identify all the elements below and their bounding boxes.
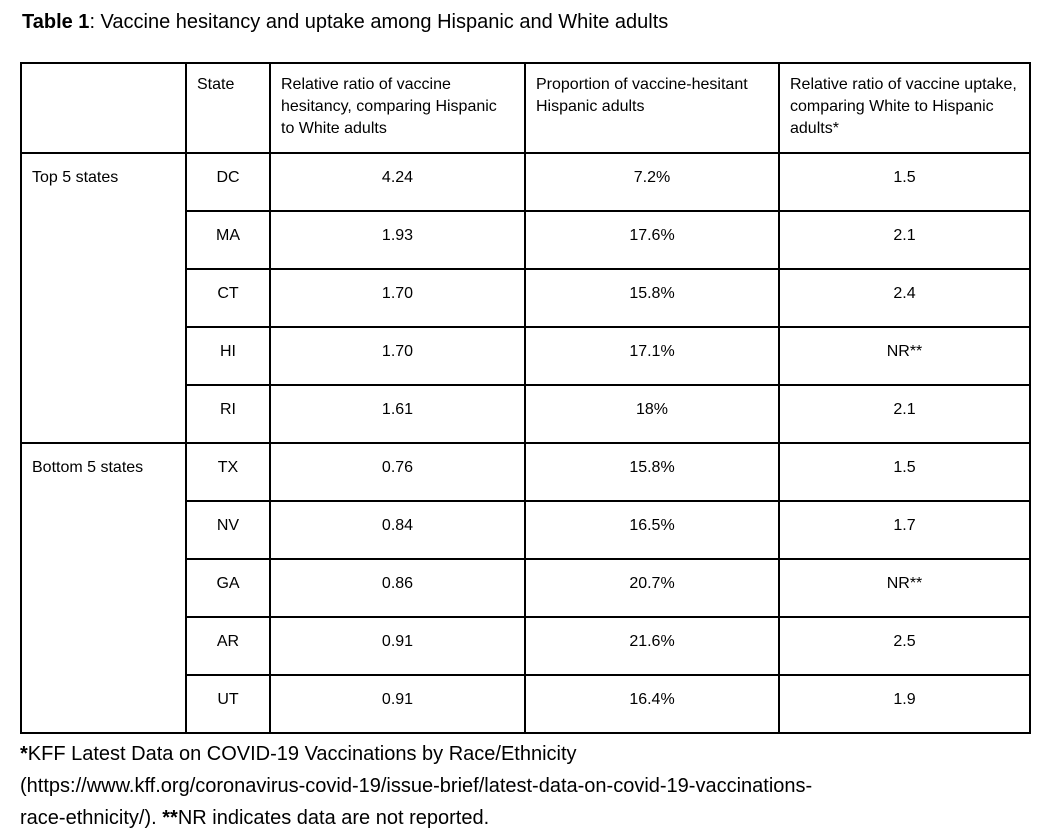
- uptake-ratio-cell: 1.7: [778, 500, 1031, 560]
- footnote-url: (https://www.kff.org/coronavirus-covid-1…: [20, 775, 813, 797]
- table-row: HI 1.70 17.1% NR**: [21, 326, 1031, 386]
- hesitant-proportion-cell: 21.6%: [524, 616, 780, 676]
- footnote-line-3-text: NR indicates data are not reported.: [177, 807, 490, 829]
- state-cell: DC: [185, 152, 271, 212]
- state-cell: GA: [185, 558, 271, 618]
- footnote: *KFF Latest Data on COVID-19 Vaccination…: [20, 738, 1030, 834]
- footnote-line-3-pre: race-ethnicity/).: [20, 807, 163, 829]
- state-cell: NV: [185, 500, 271, 560]
- uptake-ratio-cell: 2.1: [778, 210, 1031, 270]
- footnote-asterisk: *: [20, 743, 28, 765]
- hesitancy-ratio-cell: 0.91: [269, 616, 526, 676]
- table-row: MA 1.93 17.6% 2.1: [21, 210, 1031, 270]
- hesitancy-ratio-cell: 0.91: [269, 674, 526, 734]
- table-row: UT 0.91 16.4% 1.9: [21, 674, 1031, 734]
- header-row: State Relative ratio of vaccine hesitanc…: [20, 62, 1031, 154]
- table-body: Top 5 states DC 4.24 7.2% 1.5 MA 1.93 17.6% 2.1 C…: [20, 152, 1031, 734]
- hesitancy-ratio-cell: 1.93: [269, 210, 526, 270]
- hesitancy-ratio-cell: 4.24: [269, 152, 526, 212]
- hesitant-proportion-cell: 18%: [524, 384, 780, 444]
- table-row: NV 0.84 16.5% 1.7: [21, 500, 1031, 560]
- hesitancy-ratio-cell: 0.84: [269, 500, 526, 560]
- corner-cell: [20, 62, 187, 154]
- hesitancy-ratio-cell: 0.76: [269, 442, 526, 502]
- footnote-double-asterisk: **: [162, 807, 178, 829]
- row-group-label: Bottom 5 states: [20, 442, 187, 734]
- vaccine-table: State Relative ratio of vaccine hesitanc…: [20, 62, 1031, 734]
- state-cell: TX: [185, 442, 271, 502]
- table-row: Top 5 states DC 4.24 7.2% 1.5: [20, 152, 1031, 444]
- uptake-ratio-cell: 2.4: [778, 268, 1031, 328]
- footnote-line-1: *KFF Latest Data on COVID-19 Vaccination…: [20, 738, 1030, 770]
- table-row: CT 1.70 15.8% 2.4: [21, 268, 1031, 328]
- state-cell: CT: [185, 268, 271, 328]
- table-title: Table 1: Vaccine hesitancy and uptake am…: [22, 8, 1064, 36]
- table-row: Bottom 5 states TX 0.76 15.8% 1.5: [20, 442, 1031, 734]
- uptake-ratio-cell: 1.9: [778, 674, 1031, 734]
- row-group-label: Top 5 states: [20, 152, 187, 444]
- uptake-ratio-cell: 1.5: [778, 152, 1031, 212]
- hesitant-proportion-cell: 16.4%: [524, 674, 780, 734]
- hesitancy-ratio-cell: 1.70: [269, 326, 526, 386]
- hesitant-proportion-cell: 16.5%: [524, 500, 780, 560]
- state-cell: UT: [185, 674, 271, 734]
- table-title-rest: : Vaccine hesitancy and uptake among His…: [89, 11, 669, 33]
- footnote-line-2: (https://www.kff.org/coronavirus-covid-1…: [20, 770, 1030, 802]
- hesitant-proportion-cell: 17.1%: [524, 326, 780, 386]
- hesitant-proportion-cell: 15.8%: [524, 268, 780, 328]
- uptake-ratio-cell: 2.5: [778, 616, 1031, 676]
- hesitancy-ratio-header: Relative ratio of vaccine hesitancy, com…: [269, 62, 526, 154]
- state-cell: MA: [185, 210, 271, 270]
- footnote-line-1-text: KFF Latest Data on COVID-19 Vaccinations…: [27, 743, 577, 765]
- hesitancy-ratio-cell: 0.86: [269, 558, 526, 618]
- state-header: State: [185, 62, 271, 154]
- table-header: State Relative ratio of vaccine hesitanc…: [20, 62, 1031, 154]
- uptake-ratio-cell: 1.5: [778, 442, 1031, 502]
- table-row: RI 1.61 18% 2.1: [21, 384, 1031, 444]
- hesitant-proportion-cell: 7.2%: [524, 152, 780, 212]
- uptake-ratio-cell: NR**: [778, 326, 1031, 386]
- hesitant-proportion-cell: 17.6%: [524, 210, 780, 270]
- hesitancy-ratio-cell: 1.70: [269, 268, 526, 328]
- table-row: GA 0.86 20.7% NR**: [21, 558, 1031, 618]
- hesitancy-ratio-cell: 1.61: [269, 384, 526, 444]
- footnote-line-3: race-ethnicity/). **NR indicates data ar…: [20, 802, 1030, 834]
- table-title-label: Table 1: [22, 11, 90, 33]
- uptake-ratio-cell: NR**: [778, 558, 1031, 618]
- state-cell: HI: [185, 326, 271, 386]
- table-row: AR 0.91 21.6% 2.5: [21, 616, 1031, 676]
- hesitant-proportion-header: Proportion of vaccine-hesitant Hispanic …: [524, 62, 780, 154]
- hesitant-proportion-cell: 20.7%: [524, 558, 780, 618]
- uptake-ratio-header: Relative ratio of vaccine uptake, compar…: [778, 62, 1031, 154]
- state-cell: AR: [185, 616, 271, 676]
- uptake-ratio-cell: 2.1: [778, 384, 1031, 444]
- hesitant-proportion-cell: 15.8%: [524, 442, 780, 502]
- state-cell: RI: [185, 384, 271, 444]
